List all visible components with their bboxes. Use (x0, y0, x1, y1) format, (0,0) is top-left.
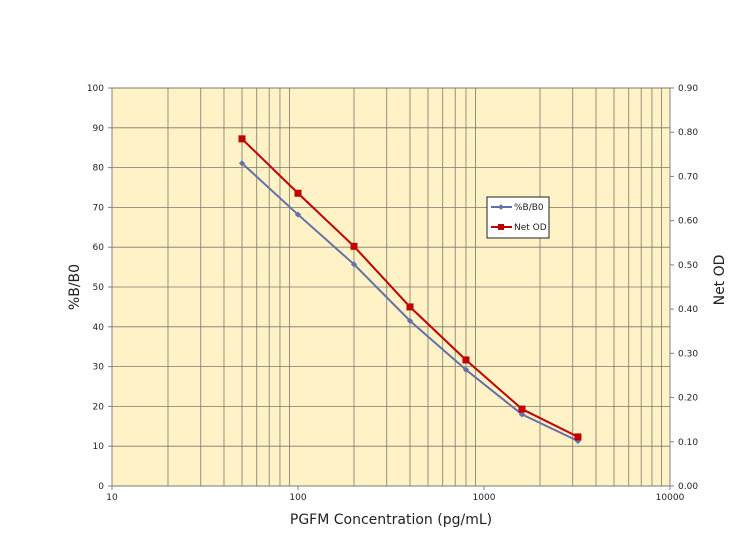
legend-marker-net-od (498, 224, 504, 230)
y-axis-left: 0 10 20 30 40 50 60 70 80 90 100 (87, 84, 112, 492)
data-point-net-od (238, 135, 246, 143)
data-point-net-od (462, 356, 470, 364)
x-axis: 10 100 1000 10000 (106, 486, 685, 503)
data-point-b-b0 (238, 160, 246, 167)
y-axis-right: 0.00 0.10 0.20 0.30 0.40 0.50 0.60 0.70 0.80 0.90 (670, 84, 698, 492)
grid (112, 87, 670, 487)
y2-tick-label: 0.40 (678, 305, 698, 315)
y2-axis-label: Net OD (712, 255, 728, 306)
y-tick-label: 30 (93, 363, 105, 373)
y-tick-label: 10 (93, 442, 105, 452)
y-tick-label: 70 (93, 203, 105, 213)
y-axis-label: %B/B0 (67, 264, 83, 310)
data-point-b-b0 (518, 411, 526, 418)
y-tick-label: 90 (93, 124, 105, 134)
data-point-net-od (294, 189, 302, 197)
y2-tick-label: 0.80 (678, 128, 698, 138)
data-point-net-od (518, 405, 526, 413)
y-tick-label: 60 (93, 243, 105, 253)
y-tick-label: 40 (93, 323, 105, 333)
y2-tick-label: 0.60 (678, 217, 698, 227)
y2-tick-label: 0.90 (678, 84, 698, 94)
y2-tick-label: 0.20 (678, 394, 698, 404)
data-point-b-b0 (406, 317, 414, 324)
x-axis-label: PGFM Concentration (pg/mL) (290, 512, 492, 528)
x-tick-label: 100 (289, 493, 306, 503)
legend-marker-b-b0 (498, 204, 504, 210)
y-tick-label: 50 (93, 283, 105, 293)
data-point-net-od (350, 242, 358, 250)
y-tick-label: 100 (87, 84, 104, 94)
y2-tick-label: 0.30 (678, 349, 698, 359)
legend-label-b-b0: %B/B0 (514, 203, 544, 213)
series-group (238, 135, 582, 445)
data-point-b-b0 (462, 366, 470, 373)
y2-tick-label: 0.00 (678, 482, 698, 492)
legend-label-net-od: Net OD (514, 223, 547, 233)
data-point-net-od (574, 433, 582, 441)
y2-tick-label: 0.10 (678, 438, 698, 448)
y2-tick-label: 0.50 (678, 261, 698, 271)
x-tick-label: 10000 (656, 493, 685, 503)
x-tick-label: 10 (106, 493, 118, 503)
data-point-b-b0 (350, 261, 358, 268)
legend: %B/B0 Net OD (486, 196, 550, 239)
x-tick-label: 1000 (473, 493, 496, 503)
data-point-net-od (406, 303, 414, 311)
y2-tick-label: 0.70 (678, 172, 698, 182)
y-tick-label: 20 (93, 402, 105, 412)
y-tick-label: 80 (93, 164, 105, 174)
y-tick-label: 0 (98, 482, 104, 492)
